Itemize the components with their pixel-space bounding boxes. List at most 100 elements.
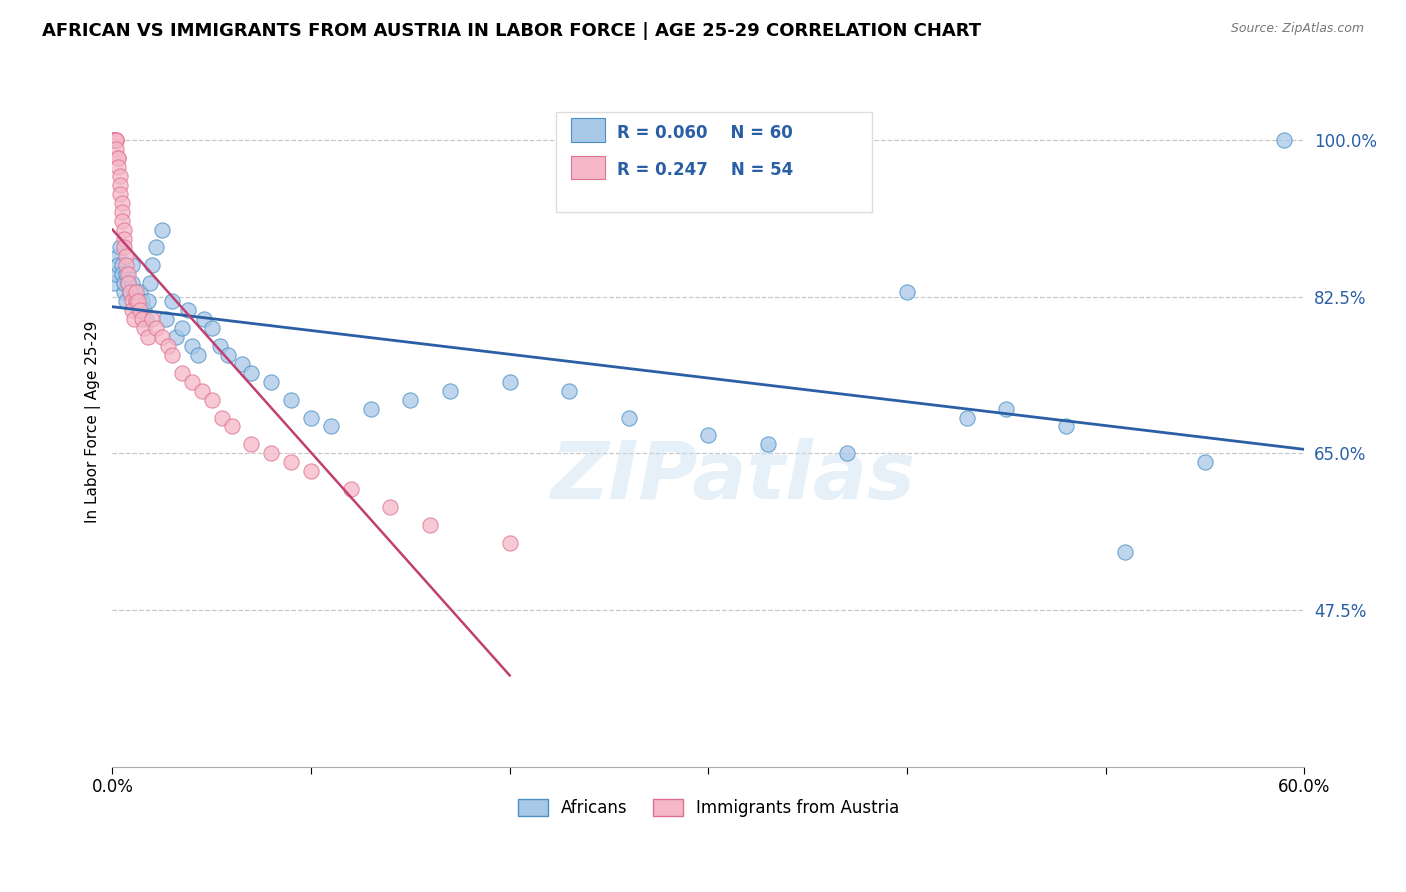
Point	[1272, 133, 1295, 147]
Point	[1054, 419, 1077, 434]
Point	[697, 428, 720, 442]
Point	[110, 178, 132, 192]
Point	[105, 268, 128, 282]
Point	[499, 375, 522, 389]
Point	[1194, 455, 1216, 469]
Point	[125, 294, 148, 309]
Point	[165, 330, 187, 344]
Point	[399, 392, 422, 407]
Point	[380, 500, 402, 514]
Point	[117, 277, 139, 291]
Point	[260, 446, 283, 460]
Point	[110, 169, 132, 183]
Point	[160, 348, 183, 362]
Point	[419, 517, 441, 532]
Point	[134, 303, 156, 318]
Point	[955, 410, 977, 425]
Point	[135, 312, 157, 326]
Point	[131, 312, 153, 326]
Point	[110, 240, 132, 254]
Point	[111, 259, 134, 273]
Point	[103, 133, 125, 147]
Point	[756, 437, 779, 451]
Point	[111, 195, 134, 210]
Point	[240, 437, 263, 451]
Point	[360, 401, 382, 416]
Point	[134, 321, 156, 335]
Point	[211, 410, 233, 425]
Point	[157, 339, 180, 353]
Point	[995, 401, 1018, 416]
Point	[127, 303, 149, 318]
Point	[122, 285, 145, 300]
FancyBboxPatch shape	[555, 112, 872, 211]
Point	[141, 259, 163, 273]
Point	[107, 259, 129, 273]
Legend: Africans, Immigrants from Austria: Africans, Immigrants from Austria	[510, 792, 905, 823]
Point	[111, 204, 134, 219]
Point	[180, 375, 202, 389]
Point	[150, 330, 173, 344]
Text: Source: ZipAtlas.com: Source: ZipAtlas.com	[1230, 22, 1364, 36]
Point	[558, 384, 581, 398]
Point	[177, 303, 200, 318]
Point	[170, 321, 193, 335]
Point	[136, 330, 159, 344]
Point	[120, 285, 142, 300]
Point	[115, 259, 138, 273]
Point	[117, 268, 139, 282]
Point	[121, 277, 143, 291]
Point	[180, 339, 202, 353]
Point	[208, 339, 231, 353]
Point	[103, 133, 125, 147]
Point	[160, 294, 183, 309]
Point	[115, 268, 138, 282]
Point	[111, 213, 134, 227]
Point	[141, 312, 163, 326]
Point	[201, 392, 224, 407]
Point	[103, 133, 125, 147]
Point	[131, 294, 153, 309]
Point	[120, 285, 142, 300]
Point	[150, 222, 173, 236]
Point	[193, 312, 215, 326]
Point	[105, 133, 128, 147]
Point	[112, 285, 135, 300]
Point	[122, 312, 145, 326]
Text: R = 0.060    N = 60: R = 0.060 N = 60	[617, 124, 793, 142]
Point	[121, 259, 143, 273]
Point	[129, 303, 152, 318]
Point	[121, 303, 143, 318]
Point	[187, 348, 209, 362]
Point	[115, 249, 138, 263]
Point	[145, 321, 167, 335]
Point	[439, 384, 461, 398]
Point	[221, 419, 243, 434]
Point	[103, 277, 125, 291]
Point	[107, 249, 129, 263]
Point	[117, 277, 139, 291]
Point	[139, 277, 162, 291]
Point	[299, 410, 322, 425]
Point	[260, 375, 283, 389]
Point	[319, 419, 342, 434]
Point	[299, 464, 322, 478]
Point	[105, 133, 128, 147]
Point	[121, 294, 143, 309]
Point	[896, 285, 918, 300]
Point	[112, 231, 135, 245]
Text: AFRICAN VS IMMIGRANTS FROM AUSTRIA IN LABOR FORCE | AGE 25-29 CORRELATION CHART: AFRICAN VS IMMIGRANTS FROM AUSTRIA IN LA…	[42, 22, 981, 40]
Point	[136, 294, 159, 309]
Point	[105, 133, 128, 147]
Point	[103, 133, 125, 147]
Point	[107, 160, 129, 174]
Point	[231, 357, 253, 371]
Point	[115, 294, 138, 309]
Point	[837, 446, 859, 460]
Point	[112, 277, 135, 291]
Point	[217, 348, 239, 362]
Point	[125, 285, 148, 300]
Point	[499, 536, 522, 550]
Point	[129, 285, 152, 300]
Bar	[571, 119, 605, 142]
